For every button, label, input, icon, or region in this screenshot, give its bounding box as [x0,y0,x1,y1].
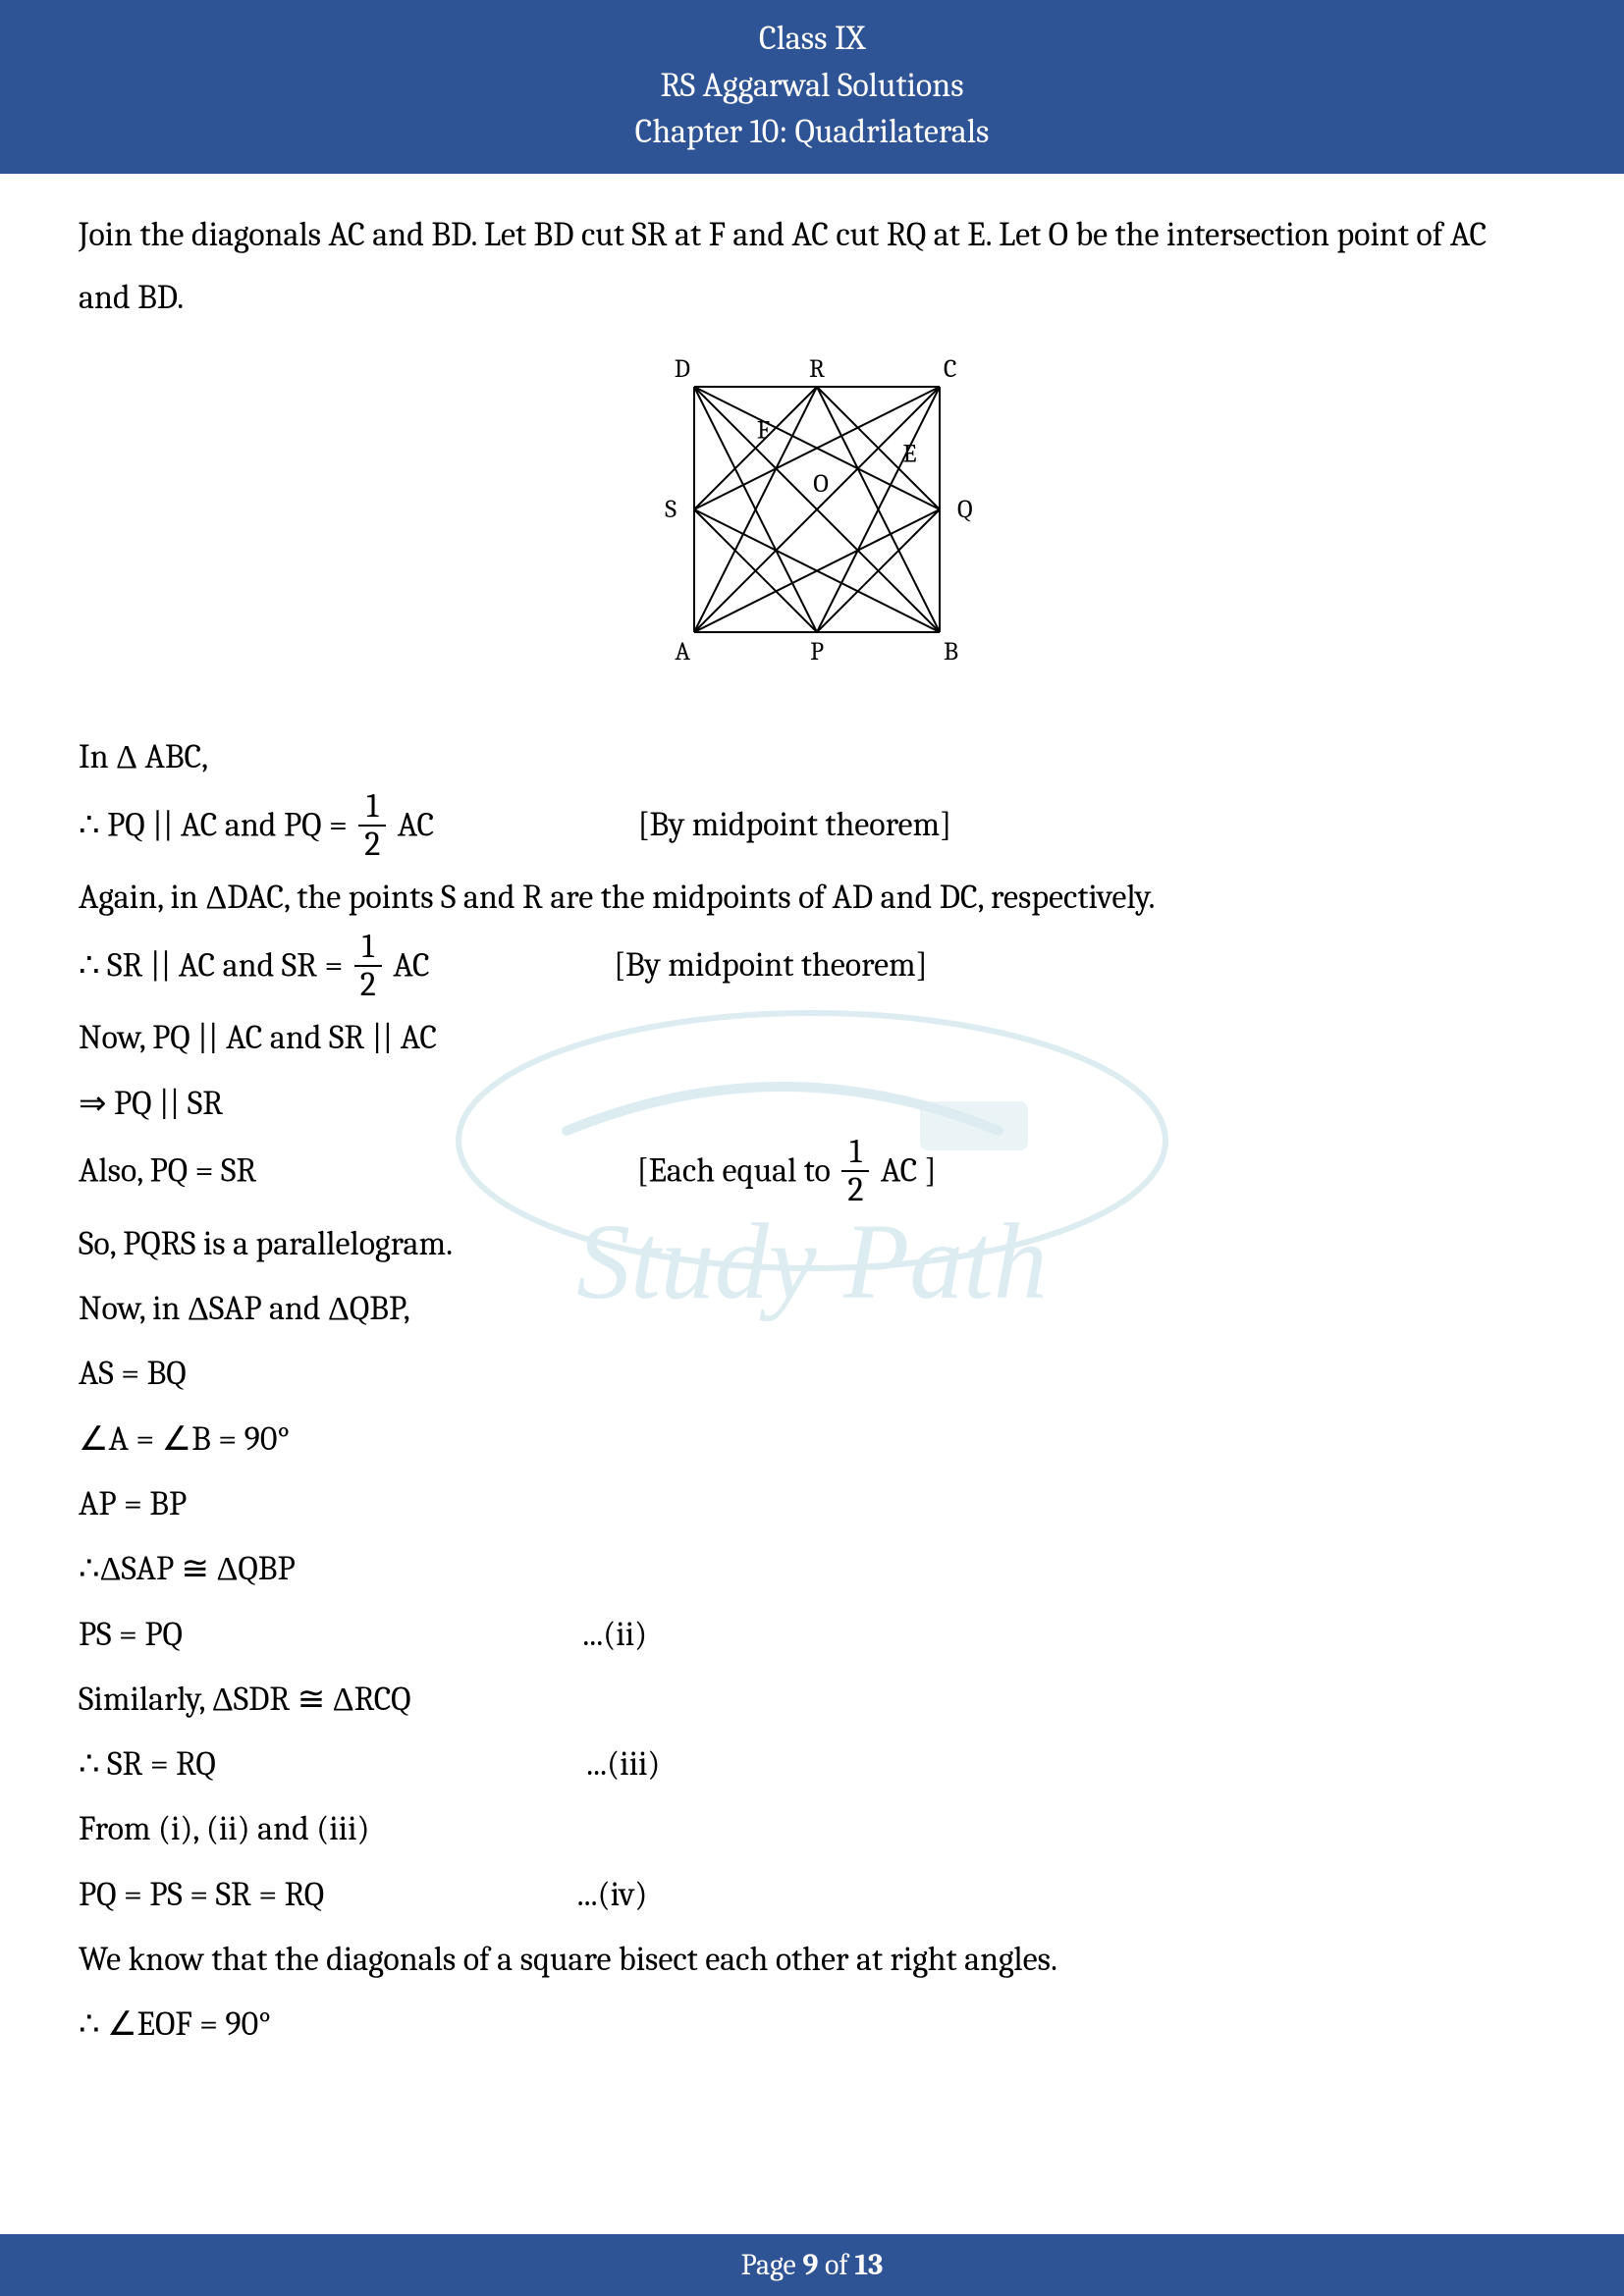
svg-text:R: R [809,354,825,384]
header-line-3: Chapter 10: Quadrilaterals [0,109,1624,156]
line-pq-ac: ∴ PQ || AC and PQ = 12 AC [By midpoint t… [79,790,1545,866]
line-pq-eq-sr: Also, PQ = SR [Each equal to 12 AC ] [79,1136,1545,1211]
line-diagonals-bisect: We know that the diagonals of a square b… [79,1927,1545,1992]
line-sr-rq: ∴ SR = RQ ...(iii) [79,1732,1545,1796]
svg-text:S: S [665,495,677,524]
header-line-1: Class IX [0,16,1624,63]
page-content: Join the diagonals AC and BD. Let BD cut… [0,174,1624,2057]
line-sr-ac: ∴ SR || AC and SR = 12 AC [By midpoint t… [79,931,1545,1006]
svg-text:O: O [813,469,829,499]
line-pq-sr-parallel: Now, PQ || AC and SR || AC [79,1005,1545,1070]
page-footer: Page 9 of 13 [0,2234,1624,2296]
footer-middle: of [818,2248,854,2282]
svg-text:F: F [757,415,770,445]
svg-text:P: P [810,637,824,667]
line-from-refs: From (i), (ii) and (iii) [79,1796,1545,1861]
svg-text:E: E [902,439,916,468]
eq-ref-iv: ...(iv) [577,1862,648,1927]
line-all-equal: PQ = PS = SR = RQ ...(iv) [79,1862,1545,1927]
line-angle-a-b: ∠A = ∠B = 90° [79,1407,1545,1471]
eq-ref-ii: ...(ii) [582,1602,647,1667]
justification-midpoint-1: [By midpoint theorem] [638,792,951,857]
line-in-abc: In Δ ABC, [79,724,1545,789]
svg-text:A: A [675,637,690,667]
eq-ref-iii: ...(iii) [586,1732,660,1796]
footer-total-pages: 13 [854,2248,883,2282]
line-ps-pq: PS = PQ ...(ii) [79,1602,1545,1667]
justification-midpoint-2: [By midpoint theorem] [614,933,927,997]
svg-text:Q: Q [957,495,973,524]
header-line-2: RS Aggarwal Solutions [0,63,1624,110]
footer-prefix: Page [741,2248,803,2282]
line-implies-pq-sr: ⇒ PQ || SR [79,1071,1545,1136]
geometry-figure: A B C D P Q R S O F E [79,347,1545,703]
svg-text:D: D [675,354,690,384]
line-sdr-rcq: Similarly, ΔSDR ≅ ΔRCQ [79,1667,1545,1732]
page-header: Class IX RS Aggarwal Solutions Chapter 1… [0,0,1624,174]
footer-current-page: 9 [802,2248,818,2282]
line-ap-bp: AP = BP [79,1471,1545,1536]
line-sap-qbp: Now, in ΔSAP and ΔQBP, [79,1276,1545,1341]
line-pqrs-parallelogram: So, PQRS is a parallelogram. [79,1211,1545,1276]
line-sap-cong-qbp: ∴ΔSAP ≅ ΔQBP [79,1536,1545,1601]
justification-each-equal: [Each equal to 12 AC ] [637,1136,937,1211]
intro-text: Join the diagonals AC and BD. Let BD cut… [79,203,1545,330]
line-dac-midpoints: Again, in ΔDAC, the points S and R are t… [79,865,1545,930]
svg-text:B: B [944,637,958,667]
line-as-bq: AS = BQ [79,1341,1545,1406]
line-eof-90: ∴ ∠EOF = 90° [79,1992,1545,2056]
svg-text:C: C [944,354,957,384]
